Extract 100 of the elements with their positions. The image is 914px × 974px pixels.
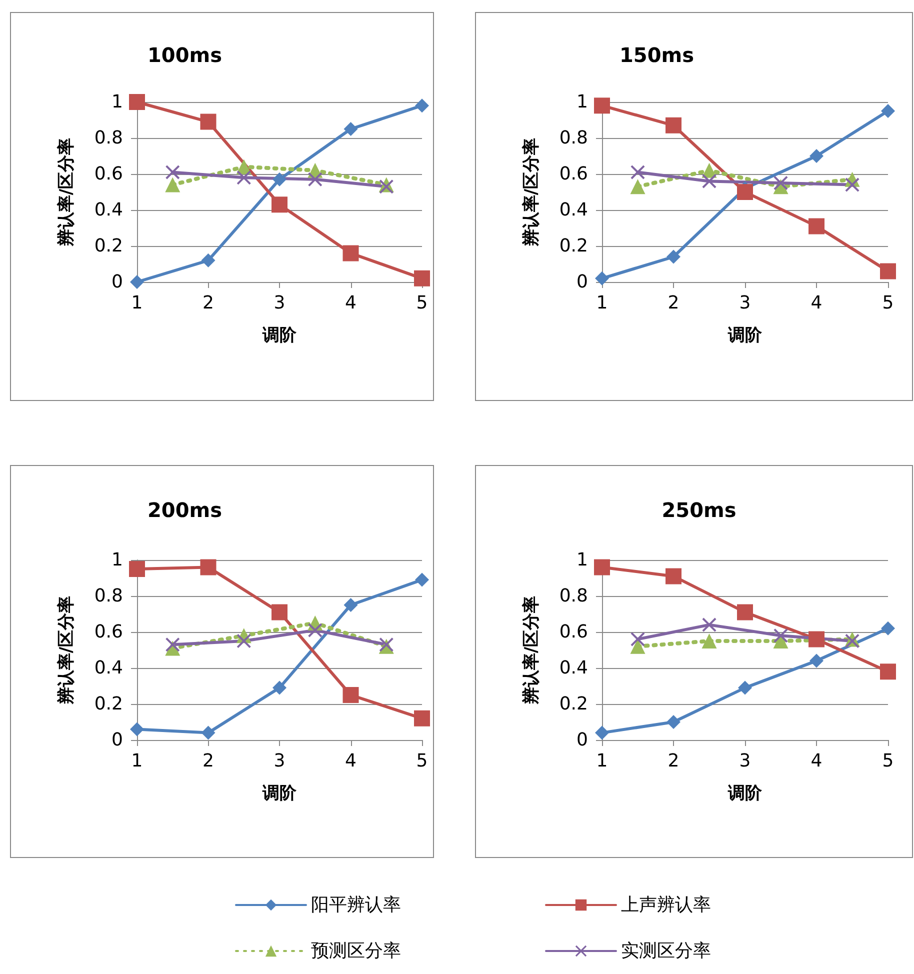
- y-tick-label: 0.2: [94, 236, 123, 256]
- point: [236, 634, 251, 648]
- point: [201, 253, 216, 268]
- y-tick-label: 0: [112, 272, 123, 292]
- point: [415, 572, 429, 587]
- y-axis-title: 辨认率/区分率: [522, 596, 542, 706]
- y-tick-label: 0.8: [559, 128, 588, 148]
- y-tick-label: 0.2: [559, 694, 588, 714]
- y-tick-label: 0: [576, 272, 588, 292]
- legend-label: 预测区分率: [311, 940, 401, 962]
- x-tick-label: 3: [274, 750, 286, 772]
- point: [737, 604, 753, 620]
- point: [130, 722, 144, 736]
- x-tick-label: 2: [668, 292, 680, 314]
- y-axis-title: 辨认率/区分率: [522, 138, 542, 248]
- y-tick-label: 0.4: [94, 200, 123, 220]
- point: [630, 165, 645, 180]
- legend-label: 实测区分率: [621, 940, 711, 962]
- chart-title: 200ms: [148, 498, 222, 522]
- x-axis-title: 调阶: [262, 784, 298, 804]
- y-tick-label: 1: [576, 550, 588, 570]
- point: [272, 172, 286, 186]
- y-tick-label: 0.8: [94, 586, 123, 606]
- x-tick-label: 4: [810, 292, 822, 314]
- point: [702, 634, 717, 648]
- point: [880, 664, 896, 680]
- y-tick-label: 0: [112, 730, 123, 750]
- y-axis-title: 辨认率/区分率: [56, 596, 76, 706]
- point: [272, 604, 288, 620]
- point: [236, 170, 251, 185]
- point: [129, 561, 145, 577]
- point: [810, 654, 824, 668]
- point: [808, 218, 824, 234]
- x-tick-label: 5: [882, 750, 894, 772]
- x-tick-label: 4: [345, 292, 356, 314]
- y-tick-label: 0.8: [559, 586, 588, 606]
- y-tick-label: 0: [576, 730, 588, 750]
- point: [130, 275, 144, 289]
- legend-label: 上声辨认率: [621, 894, 711, 916]
- x-tick-label: 1: [596, 750, 608, 772]
- point: [594, 98, 610, 114]
- y-tick-label: 0.4: [94, 658, 123, 678]
- point: [738, 680, 752, 695]
- y-tick-label: 0.6: [559, 164, 588, 184]
- point: [344, 598, 358, 612]
- point: [666, 117, 682, 134]
- point: [344, 122, 358, 136]
- point: [165, 177, 180, 192]
- point: [702, 618, 716, 632]
- point: [595, 271, 609, 286]
- chart-title: 250ms: [662, 498, 736, 522]
- point: [594, 559, 610, 576]
- point: [201, 726, 216, 740]
- x-tick-label: 1: [131, 750, 143, 772]
- point: [630, 632, 645, 646]
- x-axis-title: 调阶: [262, 326, 298, 346]
- point: [415, 98, 429, 113]
- y-tick-label: 0.8: [94, 128, 123, 148]
- point: [774, 628, 788, 643]
- point: [342, 245, 359, 262]
- y-tick-label: 1: [576, 92, 588, 112]
- point: [595, 726, 609, 740]
- x-tick-label: 2: [202, 292, 214, 314]
- point: [414, 710, 430, 726]
- point: [272, 196, 288, 213]
- chart-title: 150ms: [620, 43, 694, 67]
- point: [666, 715, 680, 729]
- legend-label: 阳平辨认率: [311, 894, 401, 916]
- point: [881, 104, 895, 118]
- y-tick-label: 0.4: [559, 200, 588, 220]
- y-tick-label: 0.6: [559, 622, 588, 642]
- point: [414, 270, 430, 286]
- point: [129, 94, 145, 110]
- point: [630, 179, 646, 194]
- point: [666, 568, 682, 584]
- x-tick-label: 2: [668, 750, 680, 772]
- x-tick-label: 5: [416, 750, 428, 772]
- point: [880, 263, 896, 280]
- y-tick-label: 0.6: [94, 164, 123, 184]
- point: [308, 623, 322, 638]
- x-tick-label: 5: [882, 292, 894, 314]
- point: [774, 176, 788, 190]
- x-tick-label: 2: [202, 750, 214, 772]
- point: [166, 638, 180, 652]
- point: [342, 687, 359, 703]
- point: [200, 559, 216, 576]
- point: [200, 114, 216, 130]
- x-tick-label: 5: [416, 292, 428, 314]
- y-tick-label: 0.6: [94, 622, 123, 642]
- y-tick-label: 0.2: [94, 694, 123, 714]
- y-axis-title: 辨认率/区分率: [56, 138, 76, 248]
- point: [808, 631, 824, 648]
- x-tick-label: 4: [810, 750, 822, 772]
- point: [272, 680, 286, 695]
- y-tick-label: 0.2: [559, 236, 588, 256]
- x-axis-title: 调阶: [727, 784, 763, 804]
- y-tick-label: 0.4: [559, 658, 588, 678]
- x-tick-label: 3: [274, 292, 286, 314]
- point: [308, 172, 322, 186]
- point: [630, 638, 646, 654]
